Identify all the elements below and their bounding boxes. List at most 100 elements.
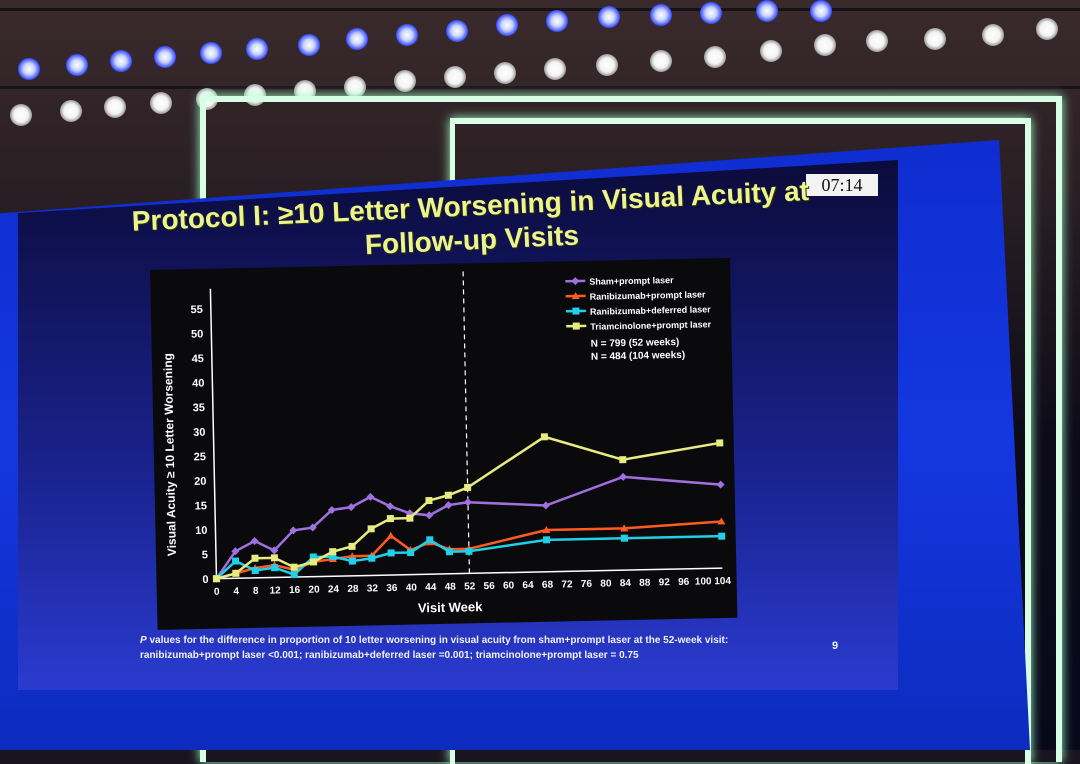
- footnote: P values for the difference in proportio…: [140, 633, 740, 663]
- data-point: [718, 533, 725, 540]
- y-tick-label: 20: [194, 476, 206, 488]
- x-tick-label: 80: [600, 578, 612, 589]
- stage-light-icon: [346, 28, 368, 50]
- stage-light-icon: [650, 50, 672, 72]
- y-tick-label: 45: [192, 353, 204, 365]
- stage-light-icon: [446, 20, 468, 42]
- y-axis: [210, 289, 216, 579]
- reference-line-week-52: [463, 271, 469, 573]
- data-point: [310, 558, 317, 565]
- x-tick-label: 40: [406, 582, 418, 593]
- data-point: [388, 549, 395, 556]
- data-point: [271, 554, 278, 561]
- legend-marker: [571, 277, 579, 285]
- stage-light-icon: [246, 38, 268, 60]
- data-point: [387, 532, 395, 539]
- stage-light-icon: [814, 34, 836, 56]
- y-tick-label: 55: [190, 304, 202, 316]
- data-point: [387, 515, 394, 522]
- lighting-truss-upper: [0, 8, 1080, 11]
- y-axis-label: Visual Acuity ≥ 10 Letter Worsening: [161, 353, 179, 556]
- x-tick-label: 44: [425, 582, 437, 593]
- x-tick-label: 4: [233, 586, 239, 597]
- data-point: [716, 439, 723, 446]
- x-tick-label: 88: [639, 578, 651, 589]
- legend-label: Sham+prompt laser: [589, 275, 674, 287]
- y-tick-label: 50: [191, 328, 203, 340]
- stage-light-icon: [18, 58, 40, 80]
- stage-light-icon: [546, 10, 568, 32]
- stage-light-icon: [544, 58, 566, 80]
- x-tick-label: 92: [659, 577, 671, 588]
- stage-light-icon: [298, 34, 320, 56]
- data-point: [464, 498, 472, 506]
- data-point: [291, 571, 298, 578]
- x-tick-label: 24: [328, 584, 340, 595]
- stage-light-icon: [104, 96, 126, 118]
- data-point: [232, 570, 239, 577]
- x-tick-label: 12: [269, 585, 281, 596]
- stage-light-icon: [494, 62, 516, 84]
- stage-light-icon: [150, 92, 172, 114]
- footnote-text: values for the difference in proportion …: [140, 635, 728, 661]
- data-point: [213, 575, 220, 582]
- x-tick-label: 0: [214, 587, 220, 598]
- stage-light-icon: [700, 2, 722, 24]
- sample-size-note: N = 799 (52 weeks): [591, 337, 680, 350]
- y-tick-label: 25: [194, 451, 206, 463]
- legend-marker: [573, 323, 580, 330]
- stage-light-icon: [200, 42, 222, 64]
- data-point: [329, 548, 336, 555]
- data-point: [271, 564, 278, 571]
- x-tick-label: 68: [542, 580, 554, 591]
- data-point: [542, 501, 550, 509]
- y-tick-label: 5: [202, 549, 208, 561]
- data-point: [291, 564, 298, 571]
- data-point: [464, 484, 471, 491]
- legend-label: Ranibizumab+deferred laser: [590, 304, 711, 317]
- stage-light-icon: [650, 4, 672, 26]
- data-point: [368, 555, 375, 562]
- legend-label: Ranibizumab+prompt laser: [590, 289, 706, 301]
- y-tick-label: 35: [193, 402, 205, 414]
- stage-light-icon: [344, 76, 366, 98]
- stage-light-icon: [66, 54, 88, 76]
- data-point: [446, 548, 453, 555]
- x-tick-label: 72: [561, 579, 573, 590]
- stage-light-icon: [496, 14, 518, 36]
- x-tick-label: 96: [678, 577, 690, 588]
- x-tick-label: 64: [522, 580, 534, 591]
- data-point: [621, 535, 628, 542]
- x-tick-label: 60: [503, 580, 515, 591]
- legend-marker: [572, 308, 579, 315]
- stage-light-icon: [60, 100, 82, 122]
- x-tick-label: 16: [289, 585, 301, 596]
- stage-light-icon: [756, 0, 778, 22]
- x-tick-label: 36: [386, 583, 398, 594]
- data-point: [406, 515, 413, 522]
- data-point: [251, 555, 258, 562]
- stage-light-icon: [394, 70, 416, 92]
- sample-size-note: N = 484 (104 weeks): [591, 350, 685, 363]
- stage-light-icon: [982, 24, 1004, 46]
- stage-light-icon: [444, 66, 466, 88]
- lighting-truss: [0, 86, 1080, 89]
- y-tick-label: 15: [195, 500, 207, 512]
- data-point: [386, 502, 394, 510]
- y-tick-label: 40: [192, 378, 204, 390]
- data-point: [252, 567, 259, 574]
- data-point: [348, 543, 355, 550]
- data-point: [426, 536, 433, 543]
- y-tick-label: 10: [195, 525, 207, 537]
- data-point: [465, 548, 472, 555]
- legend-label: Triamcinolone+prompt laser: [590, 319, 711, 332]
- x-tick-label: 100: [695, 576, 712, 587]
- stage-light-icon: [810, 0, 832, 22]
- stage-light-icon: [110, 50, 132, 72]
- x-tick-label: 56: [483, 581, 495, 592]
- stage-light-icon: [760, 40, 782, 62]
- stage-light-icon: [924, 28, 946, 50]
- y-tick-label: 0: [202, 574, 208, 586]
